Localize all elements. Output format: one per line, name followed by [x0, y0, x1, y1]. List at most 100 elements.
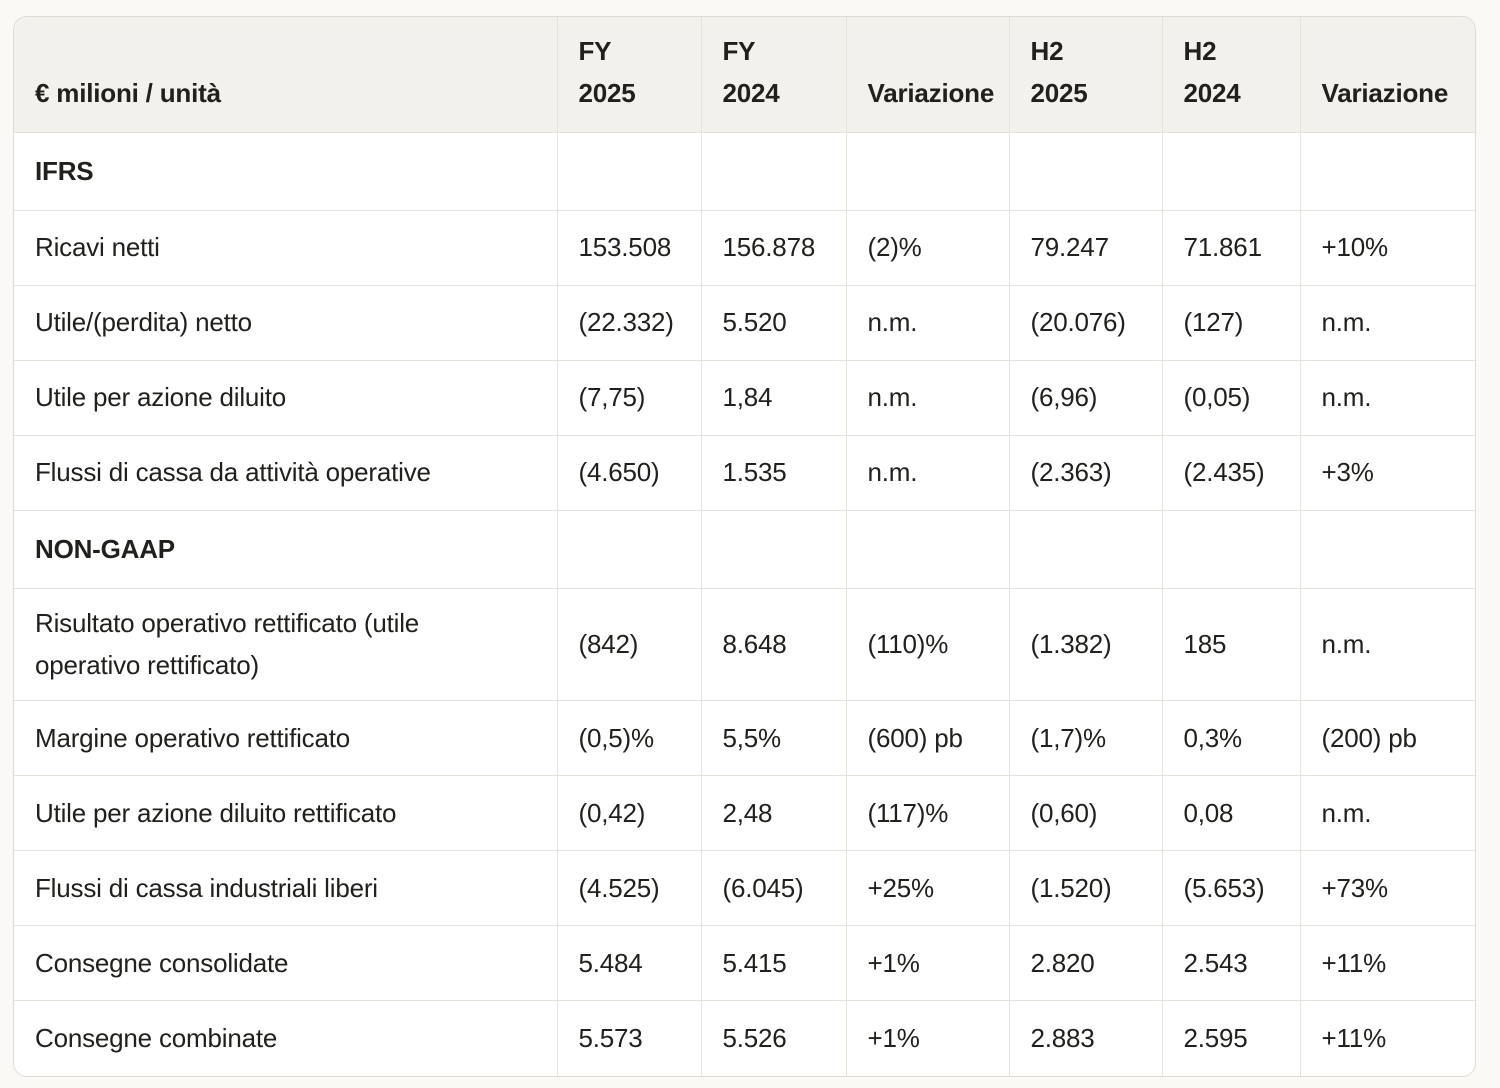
table-cell [1009, 132, 1163, 212]
table-row: Flussi di cassa industriali liberi (4.525… [14, 850, 1475, 927]
table-cell: (2)% [846, 210, 1010, 287]
table-cell: (110)% [846, 588, 1010, 702]
table-cell: (842) [557, 588, 702, 702]
table-body: IFRS Ricavi netti 153.508 156.878 (2)% 79.247… [14, 132, 1475, 1076]
table-cell: 71.861 [1162, 210, 1301, 287]
table-cell [846, 510, 1010, 590]
table-row: Consegne consolidate 5.484 5.415 +1% 2.820 2.… [14, 925, 1475, 1002]
table-header-row: € milioni / unità FY 2025 FY 2024 Variaz… [14, 17, 1475, 134]
row-label: Flussi di cassa da attività operative [14, 435, 558, 512]
table-cell: 5.526 [701, 1000, 847, 1076]
table-cell: +25% [846, 850, 1010, 927]
table-cell: 2.543 [1162, 925, 1301, 1002]
table-cell [557, 510, 702, 590]
table-cell: (0,60) [1009, 775, 1163, 852]
table-row: Consegne combinate 5.573 5.526 +1% 2.883 2.59… [14, 1000, 1475, 1076]
table-cell: (600) pb [846, 700, 1010, 777]
table-cell [1162, 510, 1301, 590]
table-cell: n.m. [1300, 285, 1475, 362]
table-cell: 1.535 [701, 435, 847, 512]
table-cell [1300, 510, 1475, 590]
row-label: Utile/(perdita) netto [14, 285, 558, 362]
table-cell [701, 510, 847, 590]
table-cell: (4.525) [557, 850, 702, 927]
table-cell: (200) pb [1300, 700, 1475, 777]
table-cell: 2,48 [701, 775, 847, 852]
table-cell: n.m. [846, 360, 1010, 437]
row-label: Consegne combinate [14, 1000, 558, 1076]
table-cell: n.m. [1300, 588, 1475, 702]
table-cell: (5.653) [1162, 850, 1301, 927]
column-header-unit: € milioni / unità [14, 17, 558, 134]
row-label: Margine operativo rettificato [14, 700, 558, 777]
row-label: Ricavi netti [14, 210, 558, 287]
table-cell [1009, 510, 1163, 590]
table-cell: 185 [1162, 588, 1301, 702]
table-cell: +73% [1300, 850, 1475, 927]
column-header-fy-2025: FY 2025 [557, 17, 702, 134]
table-cell: (20.076) [1009, 285, 1163, 362]
table-cell: 5.573 [557, 1000, 702, 1076]
table-cell: (6,96) [1009, 360, 1163, 437]
table-cell: +3% [1300, 435, 1475, 512]
table-cell: 153.508 [557, 210, 702, 287]
section-row: NON-GAAP [14, 510, 1475, 590]
column-header-h2-2024: H2 2024 [1162, 17, 1301, 134]
table-cell: (0,05) [1162, 360, 1301, 437]
table-row: Ricavi netti 153.508 156.878 (2)% 79.247 71.8… [14, 210, 1475, 287]
table-cell: (127) [1162, 285, 1301, 362]
table-row: Utile/(perdita) netto (22.332) 5.520 n.m. (2… [14, 285, 1475, 362]
table-cell: n.m. [1300, 775, 1475, 852]
table-cell: 5.520 [701, 285, 847, 362]
table-cell: (7,75) [557, 360, 702, 437]
column-header-fy-2024: FY 2024 [701, 17, 847, 134]
table-cell: (0,42) [557, 775, 702, 852]
table-cell: n.m. [846, 435, 1010, 512]
row-label: Utile per azione diluito [14, 360, 558, 437]
table-cell: +1% [846, 925, 1010, 1002]
table-cell [846, 132, 1010, 212]
column-header-h2-2025: H2 2025 [1009, 17, 1163, 134]
row-label: Risultato operativo rettificato (utile o… [14, 588, 558, 702]
table-cell: 2.595 [1162, 1000, 1301, 1076]
table-cell: 5.484 [557, 925, 702, 1002]
table-cell: (2.363) [1009, 435, 1163, 512]
table-cell: (1.520) [1009, 850, 1163, 927]
table-cell: (1,7)% [1009, 700, 1163, 777]
table-cell [1162, 132, 1301, 212]
table-cell: +11% [1300, 1000, 1475, 1076]
table-cell: 5,5% [701, 700, 847, 777]
financial-results-table: € milioni / unità FY 2025 FY 2024 Variaz… [14, 17, 1475, 1076]
table-row: Margine operativo rettificato (0,5)% 5,5%(… [14, 700, 1475, 777]
table-cell [1300, 132, 1475, 212]
table-cell: n.m. [846, 285, 1010, 362]
table-cell: 79.247 [1009, 210, 1163, 287]
table-cell: 2.883 [1009, 1000, 1163, 1076]
table-cell: 156.878 [701, 210, 847, 287]
row-label: Utile per azione diluito rettificato [14, 775, 558, 852]
table-cell: (4.650) [557, 435, 702, 512]
table-cell: (1.382) [1009, 588, 1163, 702]
table-cell: 2.820 [1009, 925, 1163, 1002]
row-label: IFRS [14, 132, 558, 212]
table-cell: 1,84 [701, 360, 847, 437]
table-cell: 0,08 [1162, 775, 1301, 852]
table-cell: (2.435) [1162, 435, 1301, 512]
row-label: NON-GAAP [14, 510, 558, 590]
financial-results-table-container: € milioni / unità FY 2025 FY 2024 Variaz… [13, 16, 1476, 1077]
table-cell [701, 132, 847, 212]
table-cell: n.m. [1300, 360, 1475, 437]
column-header-variazione-fy: Variazione [846, 17, 1010, 134]
table-cell: 0,3% [1162, 700, 1301, 777]
table-row: Risultato operativo rettificato (utile o… [14, 588, 1475, 702]
table-cell: (6.045) [701, 850, 847, 927]
table-cell: (0,5)% [557, 700, 702, 777]
table-row: Utile per azione diluito rettificato (0,4… [14, 775, 1475, 852]
table-row: Utile per azione diluito (7,75) 1,84 n.m. (6… [14, 360, 1475, 437]
table-cell: 5.415 [701, 925, 847, 1002]
table-cell: 8.648 [701, 588, 847, 702]
row-label: Consegne consolidate [14, 925, 558, 1002]
table-row: Flussi di cassa da attività operative (4.… [14, 435, 1475, 512]
table-cell: +10% [1300, 210, 1475, 287]
table-cell: +11% [1300, 925, 1475, 1002]
